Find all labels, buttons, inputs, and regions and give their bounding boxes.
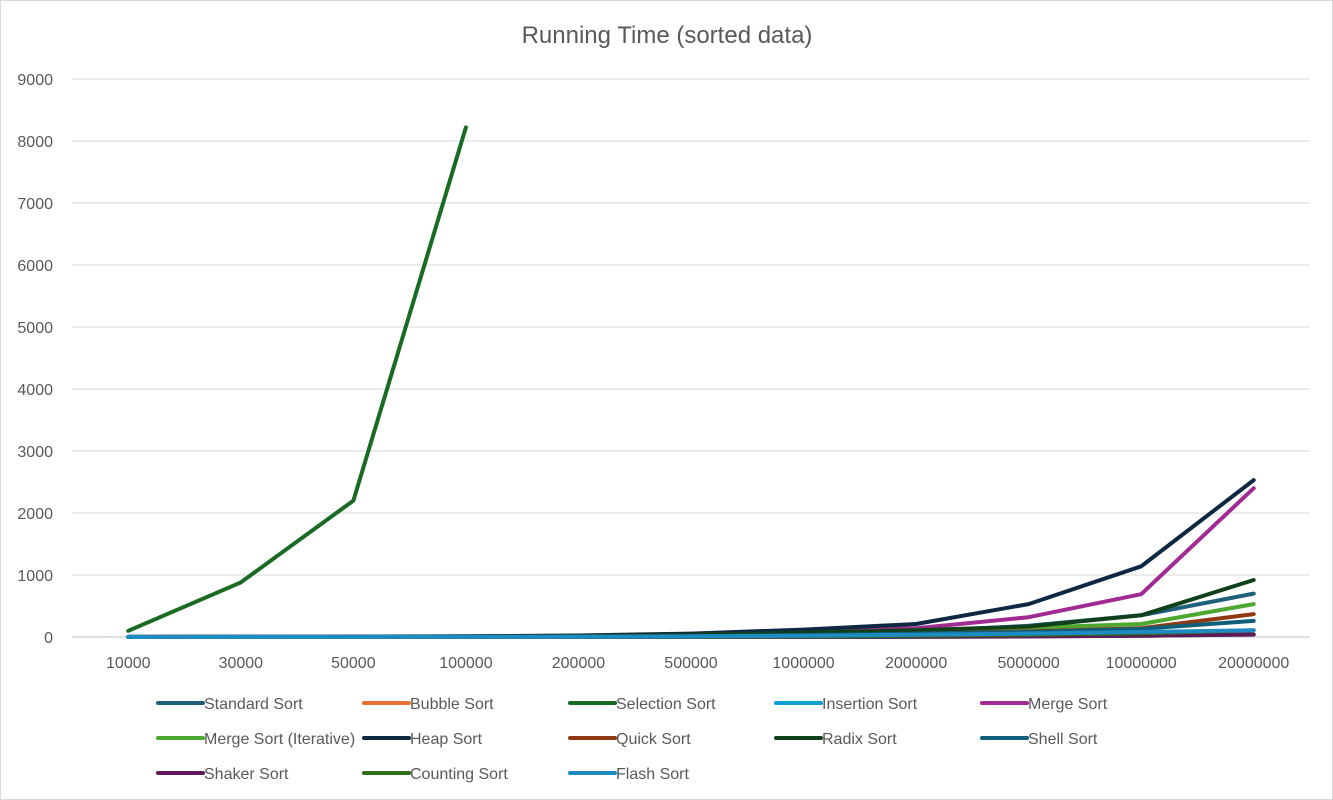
legend-label: Shell Sort (1028, 731, 1098, 748)
legend-label: Counting Sort (410, 766, 508, 783)
y-tick-label: 7000 (17, 196, 53, 213)
legend: Standard Sort Bubble Sort Selection Sort In… (156, 696, 1108, 783)
x-tick-label: 500000 (664, 655, 717, 672)
legend-item-counting-sort: Counting Sort (362, 766, 508, 783)
legend-label: Merge Sort (Iterative) (204, 731, 355, 748)
legend-label: Insertion Sort (822, 696, 918, 713)
x-tick-label: 30000 (219, 655, 264, 672)
legend-item-merge-sort-iterative: Merge Sort (Iterative) (156, 731, 355, 748)
legend-item-heap-sort: Heap Sort (362, 731, 483, 748)
legend-item-insertion-sort: Insertion Sort (774, 696, 918, 713)
x-tick-label: 50000 (331, 655, 376, 672)
legend-item-standard-sort: Standard Sort (156, 696, 303, 713)
y-tick-label: 0 (44, 630, 53, 647)
x-tick-label: 200000 (552, 655, 605, 672)
y-tick-label: 1000 (17, 568, 53, 585)
x-tick-label: 2000000 (885, 655, 947, 672)
x-tick-label: 5000000 (997, 655, 1059, 672)
chart-title: Running Time (sorted data) (522, 22, 813, 49)
y-tick-label: 6000 (17, 258, 53, 275)
y-tick-label: 2000 (17, 506, 53, 523)
legend-label: Radix Sort (822, 731, 897, 748)
legend-item-selection-sort: Selection Sort (568, 696, 716, 713)
x-axis-tick-labels: 10000 30000 50000 100000 200000 500000 1000000… (106, 655, 1289, 672)
gridlines (72, 78, 1310, 638)
series-line-merge-sort (126, 486, 1256, 639)
legend-label: Selection Sort (616, 696, 716, 713)
y-tick-label: 3000 (17, 444, 53, 461)
series-line-flash-sort (126, 628, 1256, 639)
x-tick-label: 1000000 (772, 655, 834, 672)
legend-label: Standard Sort (204, 696, 303, 713)
legend-label: Quick Sort (616, 731, 691, 748)
y-tick-label: 4000 (17, 382, 53, 399)
y-axis-tick-labels: 0 1000 2000 3000 4000 5000 6000 7000 8000 9000 (17, 72, 53, 647)
x-tick-label: 100000 (439, 655, 492, 672)
legend-item-merge-sort: Merge Sort (980, 696, 1108, 713)
plot-area-series (126, 125, 1256, 639)
x-tick-label: 10000 (106, 655, 151, 672)
legend-item-radix-sort: Radix Sort (774, 731, 897, 748)
legend-label: Flash Sort (616, 766, 689, 783)
legend-label: Shaker Sort (204, 766, 289, 783)
y-tick-label: 8000 (17, 134, 53, 151)
series-line-selection-sort (126, 125, 468, 633)
legend-item-flash-sort: Flash Sort (568, 766, 689, 783)
legend-item-quick-sort: Quick Sort (568, 731, 691, 748)
legend-label: Bubble Sort (410, 696, 494, 713)
legend-item-shaker-sort: Shaker Sort (156, 766, 289, 783)
series-line-heap-sort (126, 478, 1256, 639)
y-tick-label: 5000 (17, 320, 53, 337)
legend-item-shell-sort: Shell Sort (980, 731, 1098, 748)
x-tick-label: 10000000 (1106, 655, 1177, 672)
legend-label: Heap Sort (410, 731, 483, 748)
x-tick-label: 20000000 (1218, 655, 1289, 672)
legend-item-bubble-sort: Bubble Sort (362, 696, 494, 713)
legend-label: Merge Sort (1028, 696, 1108, 713)
y-tick-label: 9000 (17, 72, 53, 89)
